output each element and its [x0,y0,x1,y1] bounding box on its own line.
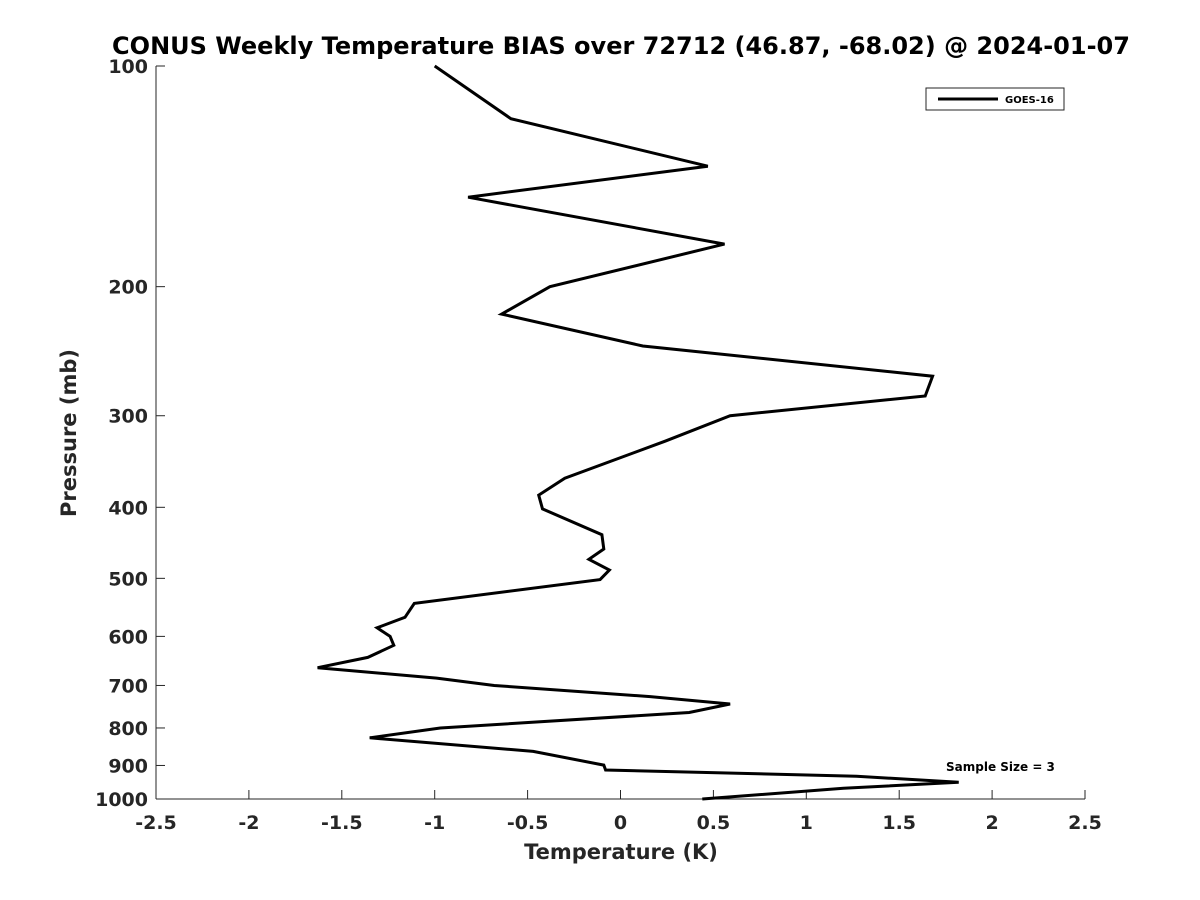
x-tick-label: 0.5 [697,812,731,834]
x-tick-label: 1.5 [882,812,916,834]
y-tick-label: 1000 [95,789,148,811]
legend-label-goes-16: GOES-16 [1005,95,1054,106]
x-tick-label: 1 [800,812,813,834]
plot-area [156,66,1085,799]
x-tick-label: 2.5 [1068,812,1102,834]
x-tick-label: -1 [424,812,445,834]
series-layer [317,64,959,801]
y-tick-label: 700 [108,675,148,697]
x-tick-label: 2 [985,812,998,834]
x-axis-label: Temperature (K) [524,840,718,864]
x-axis-ticks: -2.5 -2 -1.5 -1 -0.5 0 0.5 1 1.5 2 2.5 [135,790,1102,834]
x-tick-label: -2.5 [135,812,177,834]
x-tick-label: -1.5 [321,812,363,834]
y-tick-label: 900 [108,755,148,777]
y-tick-label: 200 [108,277,148,299]
y-tick-label: 100 [108,56,148,78]
y-axis-label: Pressure (mb) [57,349,81,517]
x-tick-label: 0 [614,812,627,834]
y-tick-label: 500 [108,568,148,590]
y-tick-label: 400 [108,497,148,519]
y-axis-ticks: 100 200 300 400 500 600 700 800 900 1000 [95,56,165,811]
series-line-goes-16 [317,64,959,801]
legend: GOES-16 [925,87,1065,111]
sample-size-annotation: Sample Size = 3 [946,760,1055,774]
y-tick-label: 300 [108,406,148,428]
x-tick-label: -0.5 [507,812,549,834]
y-tick-label: 600 [108,626,148,648]
y-tick-label: 800 [108,718,148,740]
chart-title: CONUS Weekly Temperature BIAS over 72712… [112,32,1130,60]
x-tick-label: -2 [238,812,259,834]
